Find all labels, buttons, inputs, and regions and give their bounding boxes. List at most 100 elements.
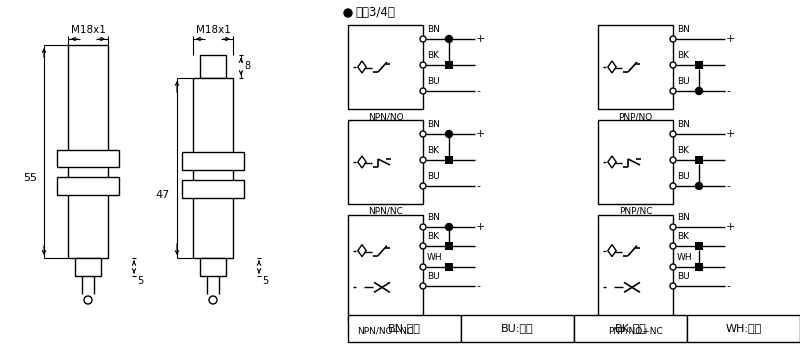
- Text: BN: BN: [427, 120, 440, 129]
- Text: -: -: [476, 181, 480, 191]
- Text: WH: WH: [677, 253, 693, 262]
- Text: BN: BN: [427, 213, 440, 222]
- Text: BK:黑色: BK:黑色: [614, 323, 646, 333]
- Text: BK: BK: [427, 51, 439, 60]
- Text: BU: BU: [677, 272, 690, 281]
- Circle shape: [420, 88, 426, 94]
- Circle shape: [420, 224, 426, 230]
- Bar: [57, 150, 119, 167]
- Text: +: +: [726, 129, 735, 139]
- Text: BK: BK: [677, 51, 689, 60]
- Text: M18x1: M18x1: [195, 25, 230, 35]
- Text: +: +: [476, 129, 486, 139]
- Circle shape: [344, 9, 352, 17]
- Circle shape: [420, 36, 426, 42]
- Circle shape: [420, 183, 426, 189]
- Bar: [57, 177, 119, 195]
- Bar: [348, 315, 461, 342]
- Bar: [348, 25, 423, 109]
- Text: 5: 5: [137, 276, 143, 286]
- Bar: [348, 120, 423, 204]
- Bar: [200, 55, 226, 78]
- Text: BN: BN: [677, 213, 690, 222]
- Text: BN:棕色: BN:棕色: [388, 323, 421, 333]
- Circle shape: [670, 243, 676, 249]
- Bar: [445, 61, 453, 69]
- Text: +: +: [726, 34, 735, 44]
- Bar: [461, 315, 574, 342]
- Text: -: -: [476, 281, 480, 291]
- Circle shape: [420, 62, 426, 68]
- Circle shape: [670, 157, 676, 163]
- Circle shape: [695, 88, 702, 94]
- Circle shape: [695, 182, 702, 189]
- Circle shape: [420, 264, 426, 270]
- Text: -: -: [726, 281, 730, 291]
- Bar: [687, 315, 800, 342]
- Bar: [348, 215, 423, 323]
- Text: BU: BU: [677, 172, 690, 181]
- Text: WH: WH: [427, 253, 442, 262]
- Text: BU: BU: [677, 77, 690, 86]
- Bar: [75, 258, 101, 276]
- Circle shape: [670, 183, 676, 189]
- Bar: [182, 152, 244, 170]
- Bar: [695, 242, 703, 250]
- Bar: [695, 61, 703, 69]
- Bar: [68, 45, 108, 258]
- Circle shape: [84, 296, 92, 304]
- Text: PNP/NO: PNP/NO: [618, 112, 653, 121]
- Text: 55: 55: [23, 173, 37, 183]
- Circle shape: [670, 283, 676, 289]
- Text: BN: BN: [427, 25, 440, 34]
- Text: NPN/NO: NPN/NO: [368, 112, 403, 121]
- Bar: [445, 156, 453, 164]
- Text: BK: BK: [427, 146, 439, 155]
- Text: NPN/NO+NC: NPN/NO+NC: [358, 326, 414, 335]
- Text: BK: BK: [677, 146, 689, 155]
- Circle shape: [670, 224, 676, 230]
- Text: BU: BU: [427, 77, 440, 86]
- Circle shape: [420, 243, 426, 249]
- Bar: [695, 263, 703, 271]
- Bar: [598, 25, 673, 109]
- Text: 8: 8: [244, 61, 250, 71]
- Circle shape: [446, 36, 453, 43]
- Text: -: -: [726, 86, 730, 96]
- Text: +: +: [476, 222, 486, 232]
- Bar: [193, 78, 233, 258]
- Text: WH:白色: WH:白色: [726, 323, 762, 333]
- Text: +: +: [726, 222, 735, 232]
- Text: 直涁3/4线: 直涁3/4线: [355, 6, 395, 19]
- Bar: [445, 263, 453, 271]
- Circle shape: [670, 62, 676, 68]
- Text: -: -: [476, 86, 480, 96]
- Circle shape: [670, 36, 676, 42]
- Text: BU: BU: [427, 272, 440, 281]
- Text: BN: BN: [677, 25, 690, 34]
- Circle shape: [420, 131, 426, 137]
- Circle shape: [670, 264, 676, 270]
- Text: 47: 47: [156, 190, 170, 200]
- Text: 5: 5: [262, 276, 268, 286]
- Text: PNP/NC: PNP/NC: [618, 207, 652, 216]
- Circle shape: [446, 131, 453, 138]
- Circle shape: [670, 131, 676, 137]
- Bar: [182, 180, 244, 198]
- Text: BU: BU: [427, 172, 440, 181]
- Circle shape: [446, 224, 453, 231]
- Circle shape: [420, 157, 426, 163]
- Text: -: -: [726, 181, 730, 191]
- Circle shape: [420, 283, 426, 289]
- Bar: [574, 315, 687, 342]
- Circle shape: [670, 88, 676, 94]
- Bar: [598, 215, 673, 323]
- Text: NPN/NC: NPN/NC: [368, 207, 403, 216]
- Text: BN: BN: [677, 120, 690, 129]
- Text: +: +: [476, 34, 486, 44]
- Bar: [598, 120, 673, 204]
- Circle shape: [695, 264, 702, 270]
- Bar: [445, 242, 453, 250]
- Text: BU:兰色: BU:兰色: [501, 323, 534, 333]
- Bar: [200, 258, 226, 276]
